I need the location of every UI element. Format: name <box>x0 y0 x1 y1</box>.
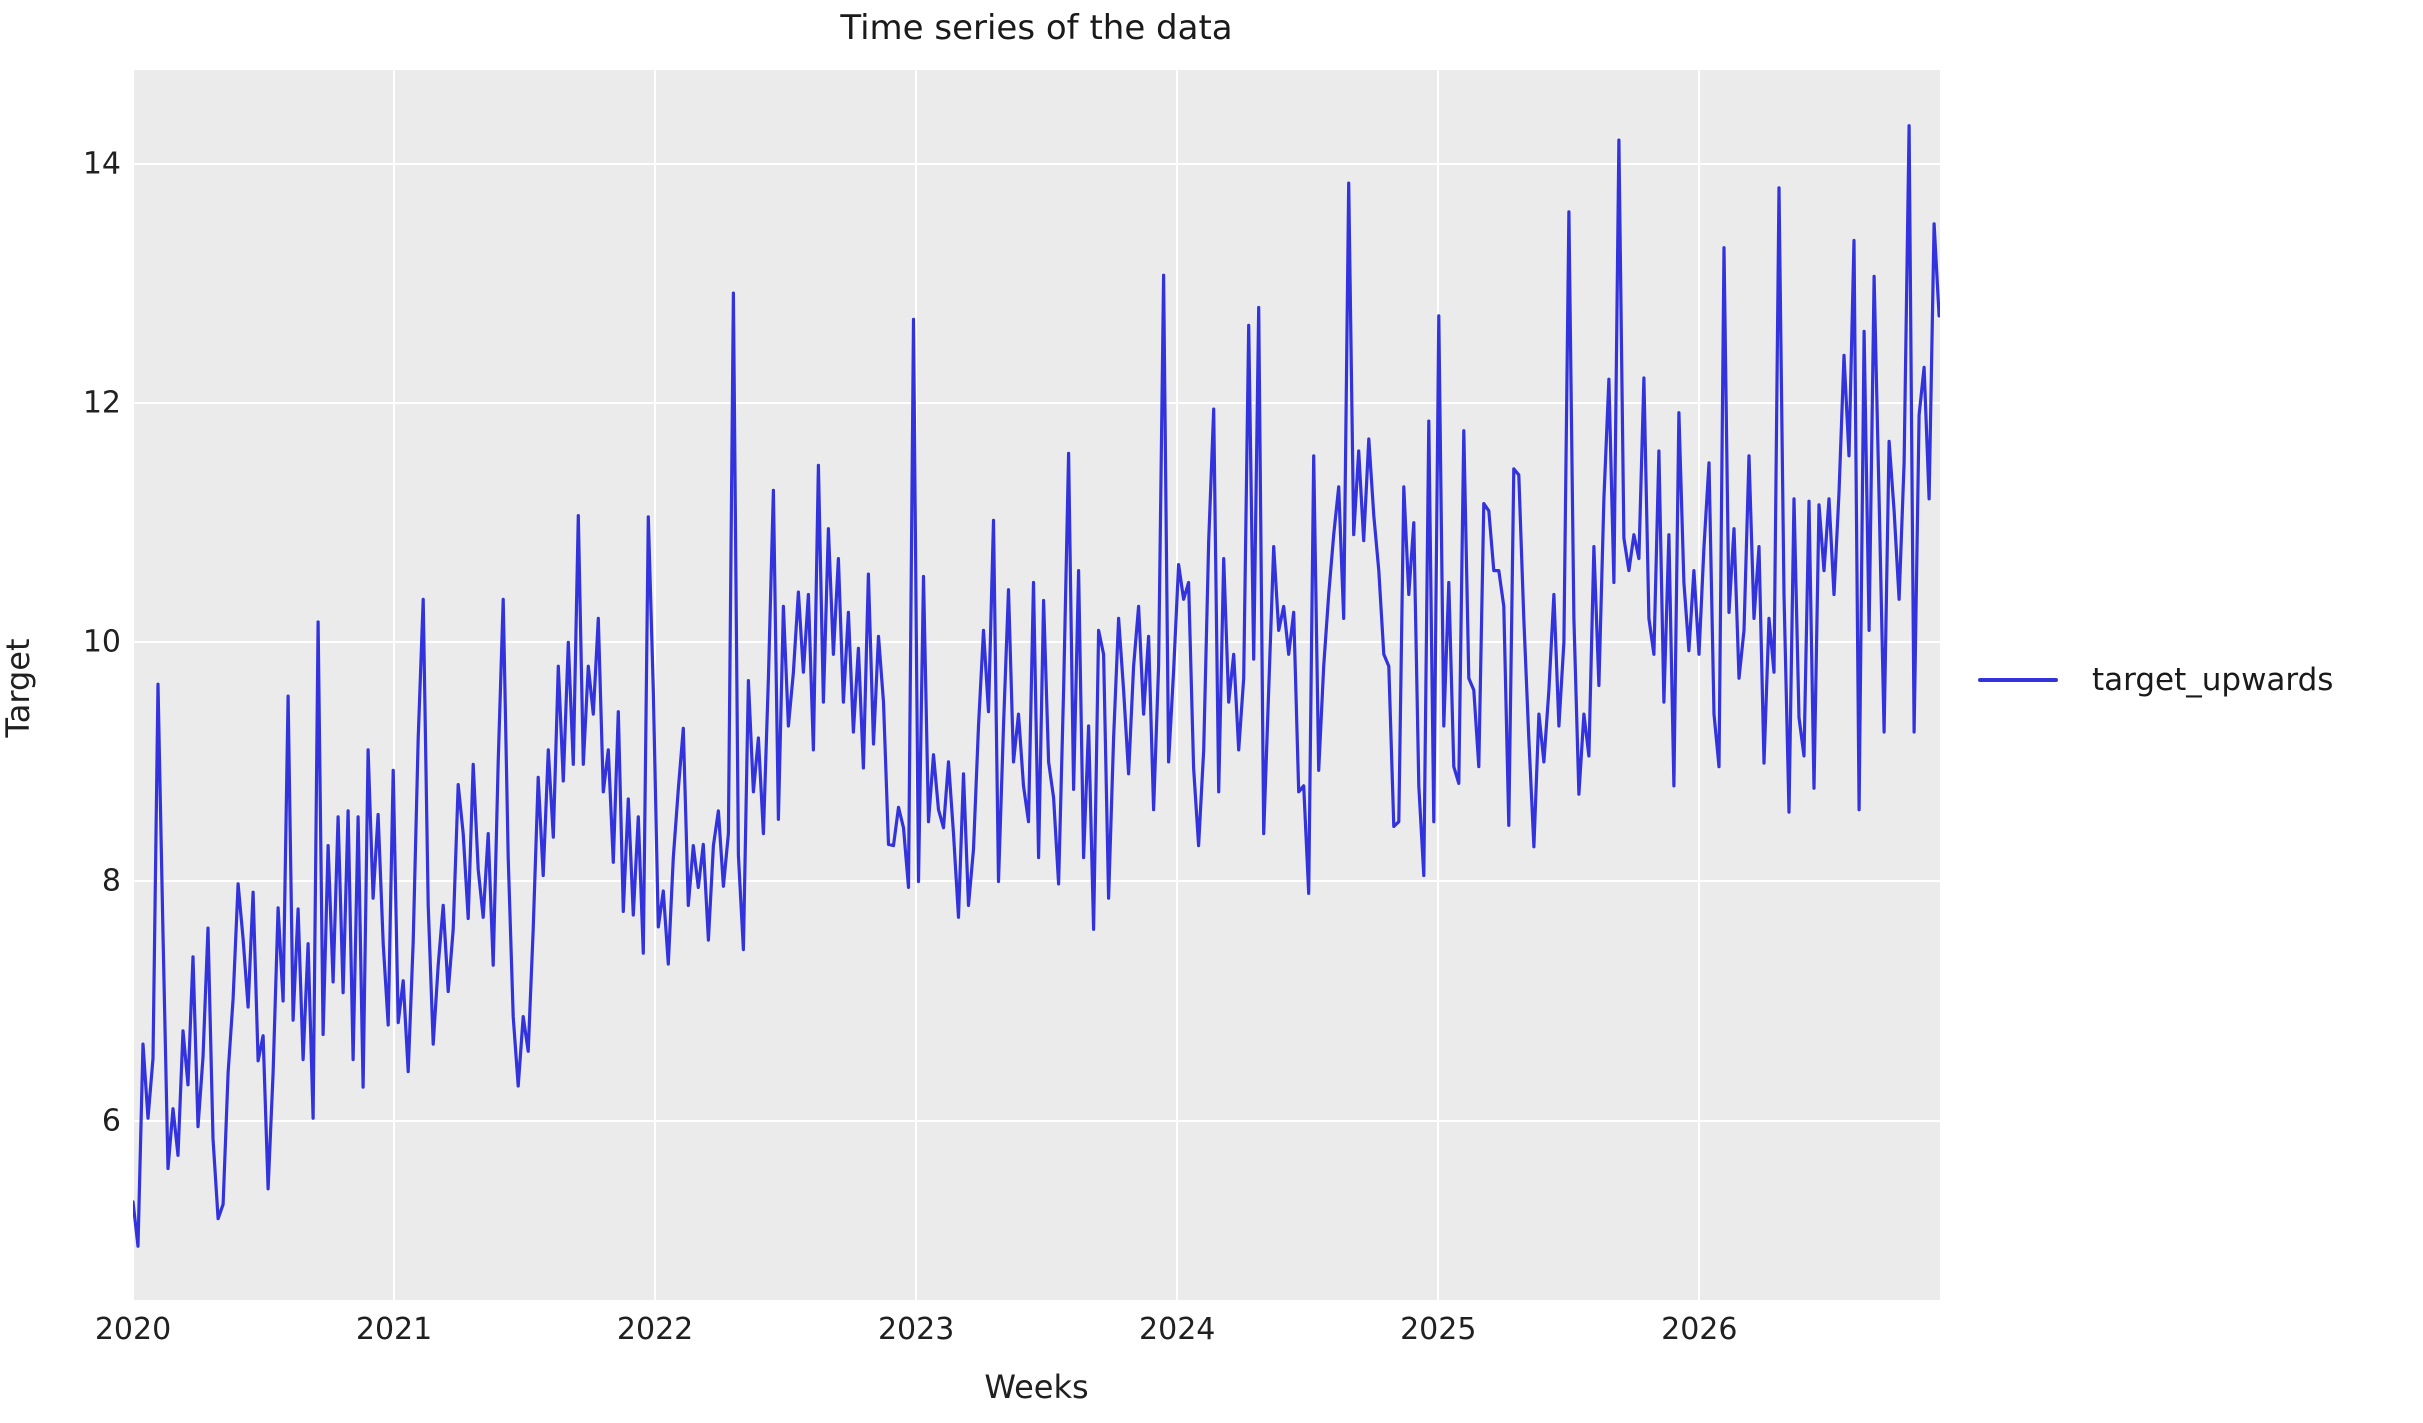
x-tick-label: 2021 <box>355 1312 433 1347</box>
x-tick-label: 2025 <box>1400 1312 1477 1347</box>
data-line-layer <box>133 70 1940 1300</box>
x-tick-label: 2020 <box>94 1312 172 1347</box>
vertical-gridline <box>132 70 134 1300</box>
legend-label: target_upwards <box>2092 662 2334 698</box>
time-series-line <box>133 124 1940 1248</box>
y-tick-label: 8 <box>101 863 121 899</box>
y-tick-label: 6 <box>101 1103 121 1139</box>
x-axis-label: Weeks <box>984 1368 1089 1406</box>
y-tick-label: 12 <box>82 385 121 421</box>
x-tick-label: 2024 <box>1139 1312 1216 1347</box>
x-tick-label: 2022 <box>616 1312 694 1347</box>
legend-line-swatch <box>1978 678 2058 682</box>
horizontal-gridline <box>133 641 1940 644</box>
horizontal-gridline <box>133 402 1940 405</box>
x-tick-label: 2026 <box>1661 1312 1738 1347</box>
plot-area <box>132 70 1940 1300</box>
y-axis-label: Target <box>0 638 37 738</box>
chart-title: Time series of the data <box>840 8 1233 48</box>
vertical-gridline <box>1698 70 1701 1300</box>
grid-layer <box>132 70 1940 1300</box>
horizontal-gridline <box>133 880 1940 883</box>
horizontal-gridline <box>133 1119 1940 1122</box>
x-tick-label: 2023 <box>877 1312 955 1347</box>
vertical-gridline <box>1437 70 1440 1300</box>
vertical-gridline <box>654 70 657 1300</box>
legend: target_upwards <box>1978 662 2333 698</box>
vertical-gridline <box>393 70 396 1300</box>
y-tick-label: 10 <box>82 624 121 660</box>
horizontal-gridline <box>133 162 1940 165</box>
y-tick-label: 14 <box>82 146 121 182</box>
vertical-gridline <box>1176 70 1179 1300</box>
